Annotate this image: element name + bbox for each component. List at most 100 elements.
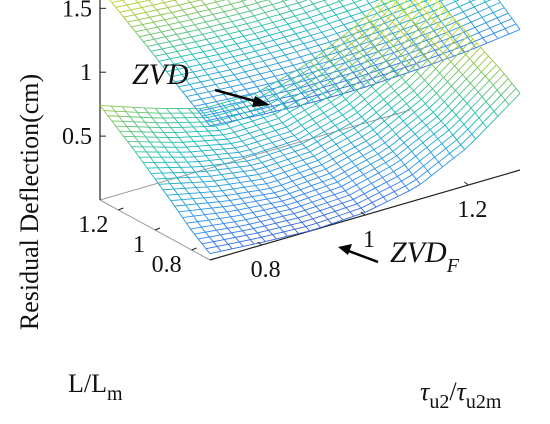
mesh-line [228, 226, 239, 228]
mesh-line [300, 169, 311, 173]
mesh-line [147, 168, 151, 173]
mesh-line [308, 194, 319, 198]
mesh-line [274, 37, 285, 40]
mesh-line [399, 86, 410, 95]
mesh-line [422, 121, 426, 125]
mesh-line [111, 106, 115, 111]
mesh-line [353, 180, 357, 184]
y-tick-mark [192, 248, 197, 250]
mesh-line [350, 0, 354, 3]
mesh-line [210, 176, 214, 181]
mesh-line [508, 13, 512, 18]
mesh-line [323, 182, 327, 186]
mesh-line [276, 9, 280, 14]
mesh-line [202, 14, 213, 17]
mesh-line [509, 93, 520, 104]
mesh-line [274, 58, 278, 63]
mesh-line [334, 191, 345, 195]
mesh-line [210, 251, 221, 253]
mesh-line [312, 202, 316, 206]
mesh-line [209, 7, 220, 10]
mesh-line [233, 39, 237, 44]
mesh-line [274, 89, 285, 95]
mesh-line [427, 147, 431, 152]
mesh-line [459, 95, 463, 99]
mesh-line [227, 137, 238, 140]
mesh-line [194, 216, 198, 222]
mesh-line [262, 26, 266, 31]
annotation-zvdf: ZVDF [338, 236, 460, 277]
mesh-line [424, 166, 428, 171]
mesh-line [232, 246, 243, 248]
mesh-line [241, 125, 245, 129]
mesh-line [273, 155, 284, 159]
mesh-line [411, 121, 422, 130]
mesh-line [339, 212, 350, 216]
mesh-line [391, 78, 402, 87]
mesh-line [460, 108, 471, 119]
mesh-line [386, 156, 397, 163]
mesh-line [332, 140, 336, 144]
mesh-line [448, 106, 452, 110]
mesh-line [198, 220, 209, 222]
mesh-line [203, 32, 214, 35]
mesh-line [270, 50, 281, 53]
mesh-line [211, 192, 215, 197]
mesh-line [198, 92, 209, 94]
mesh-line [127, 3, 138, 5]
mesh-line [321, 146, 325, 150]
mesh-line [185, 118, 189, 123]
mesh-line [199, 30, 203, 35]
mesh-line [177, 178, 181, 183]
mesh-line [242, 138, 253, 141]
mesh-line [177, 51, 181, 56]
mesh-line [124, 17, 128, 22]
mesh-line [308, 49, 312, 54]
mesh-line [327, 199, 338, 203]
mesh-line [190, 84, 194, 89]
mesh-line [345, 166, 356, 172]
mesh-line [146, 29, 150, 34]
mesh-line [138, 127, 142, 132]
mesh-line [201, 227, 205, 232]
mesh-line [316, 206, 320, 210]
mesh-line [327, 203, 331, 207]
y-tick-mark [155, 228, 160, 230]
mesh-line [135, 152, 139, 157]
mesh-line [131, 27, 135, 32]
mesh-line [157, 10, 161, 15]
mesh-line [159, 113, 163, 118]
mesh-line [315, 186, 326, 190]
mesh-line [453, 124, 464, 135]
mesh-line [264, 114, 275, 117]
mesh-line [119, 116, 130, 117]
mesh-line [504, 8, 508, 13]
mesh-line [160, 128, 164, 133]
mesh-line [365, 0, 369, 4]
mesh-line [220, 218, 224, 223]
mesh-line [391, 108, 395, 112]
mesh-line [284, 155, 288, 159]
mesh-line [399, 117, 403, 121]
y-tick-label: 1.2 [78, 212, 108, 238]
mesh-line [263, 43, 267, 48]
mesh-line [353, 194, 364, 200]
mesh-line [306, 148, 310, 152]
mesh-line [214, 49, 218, 54]
mesh-line [216, 0, 227, 2]
mesh-line [201, 209, 205, 214]
mesh-line [195, 42, 199, 47]
y-axis-label: L/Lm [68, 369, 123, 405]
mesh-line [379, 167, 390, 173]
mesh-line [272, 1, 283, 4]
mesh-line [220, 144, 231, 145]
mesh-line [343, 6, 347, 11]
mesh-line [193, 127, 197, 132]
mesh-line [178, 109, 182, 114]
mesh-line [294, 116, 298, 120]
mesh-line [278, 42, 289, 45]
mesh-line [397, 156, 401, 160]
mesh-line [262, 163, 266, 167]
mesh-line [299, 152, 310, 156]
mesh-line [298, 214, 309, 217]
